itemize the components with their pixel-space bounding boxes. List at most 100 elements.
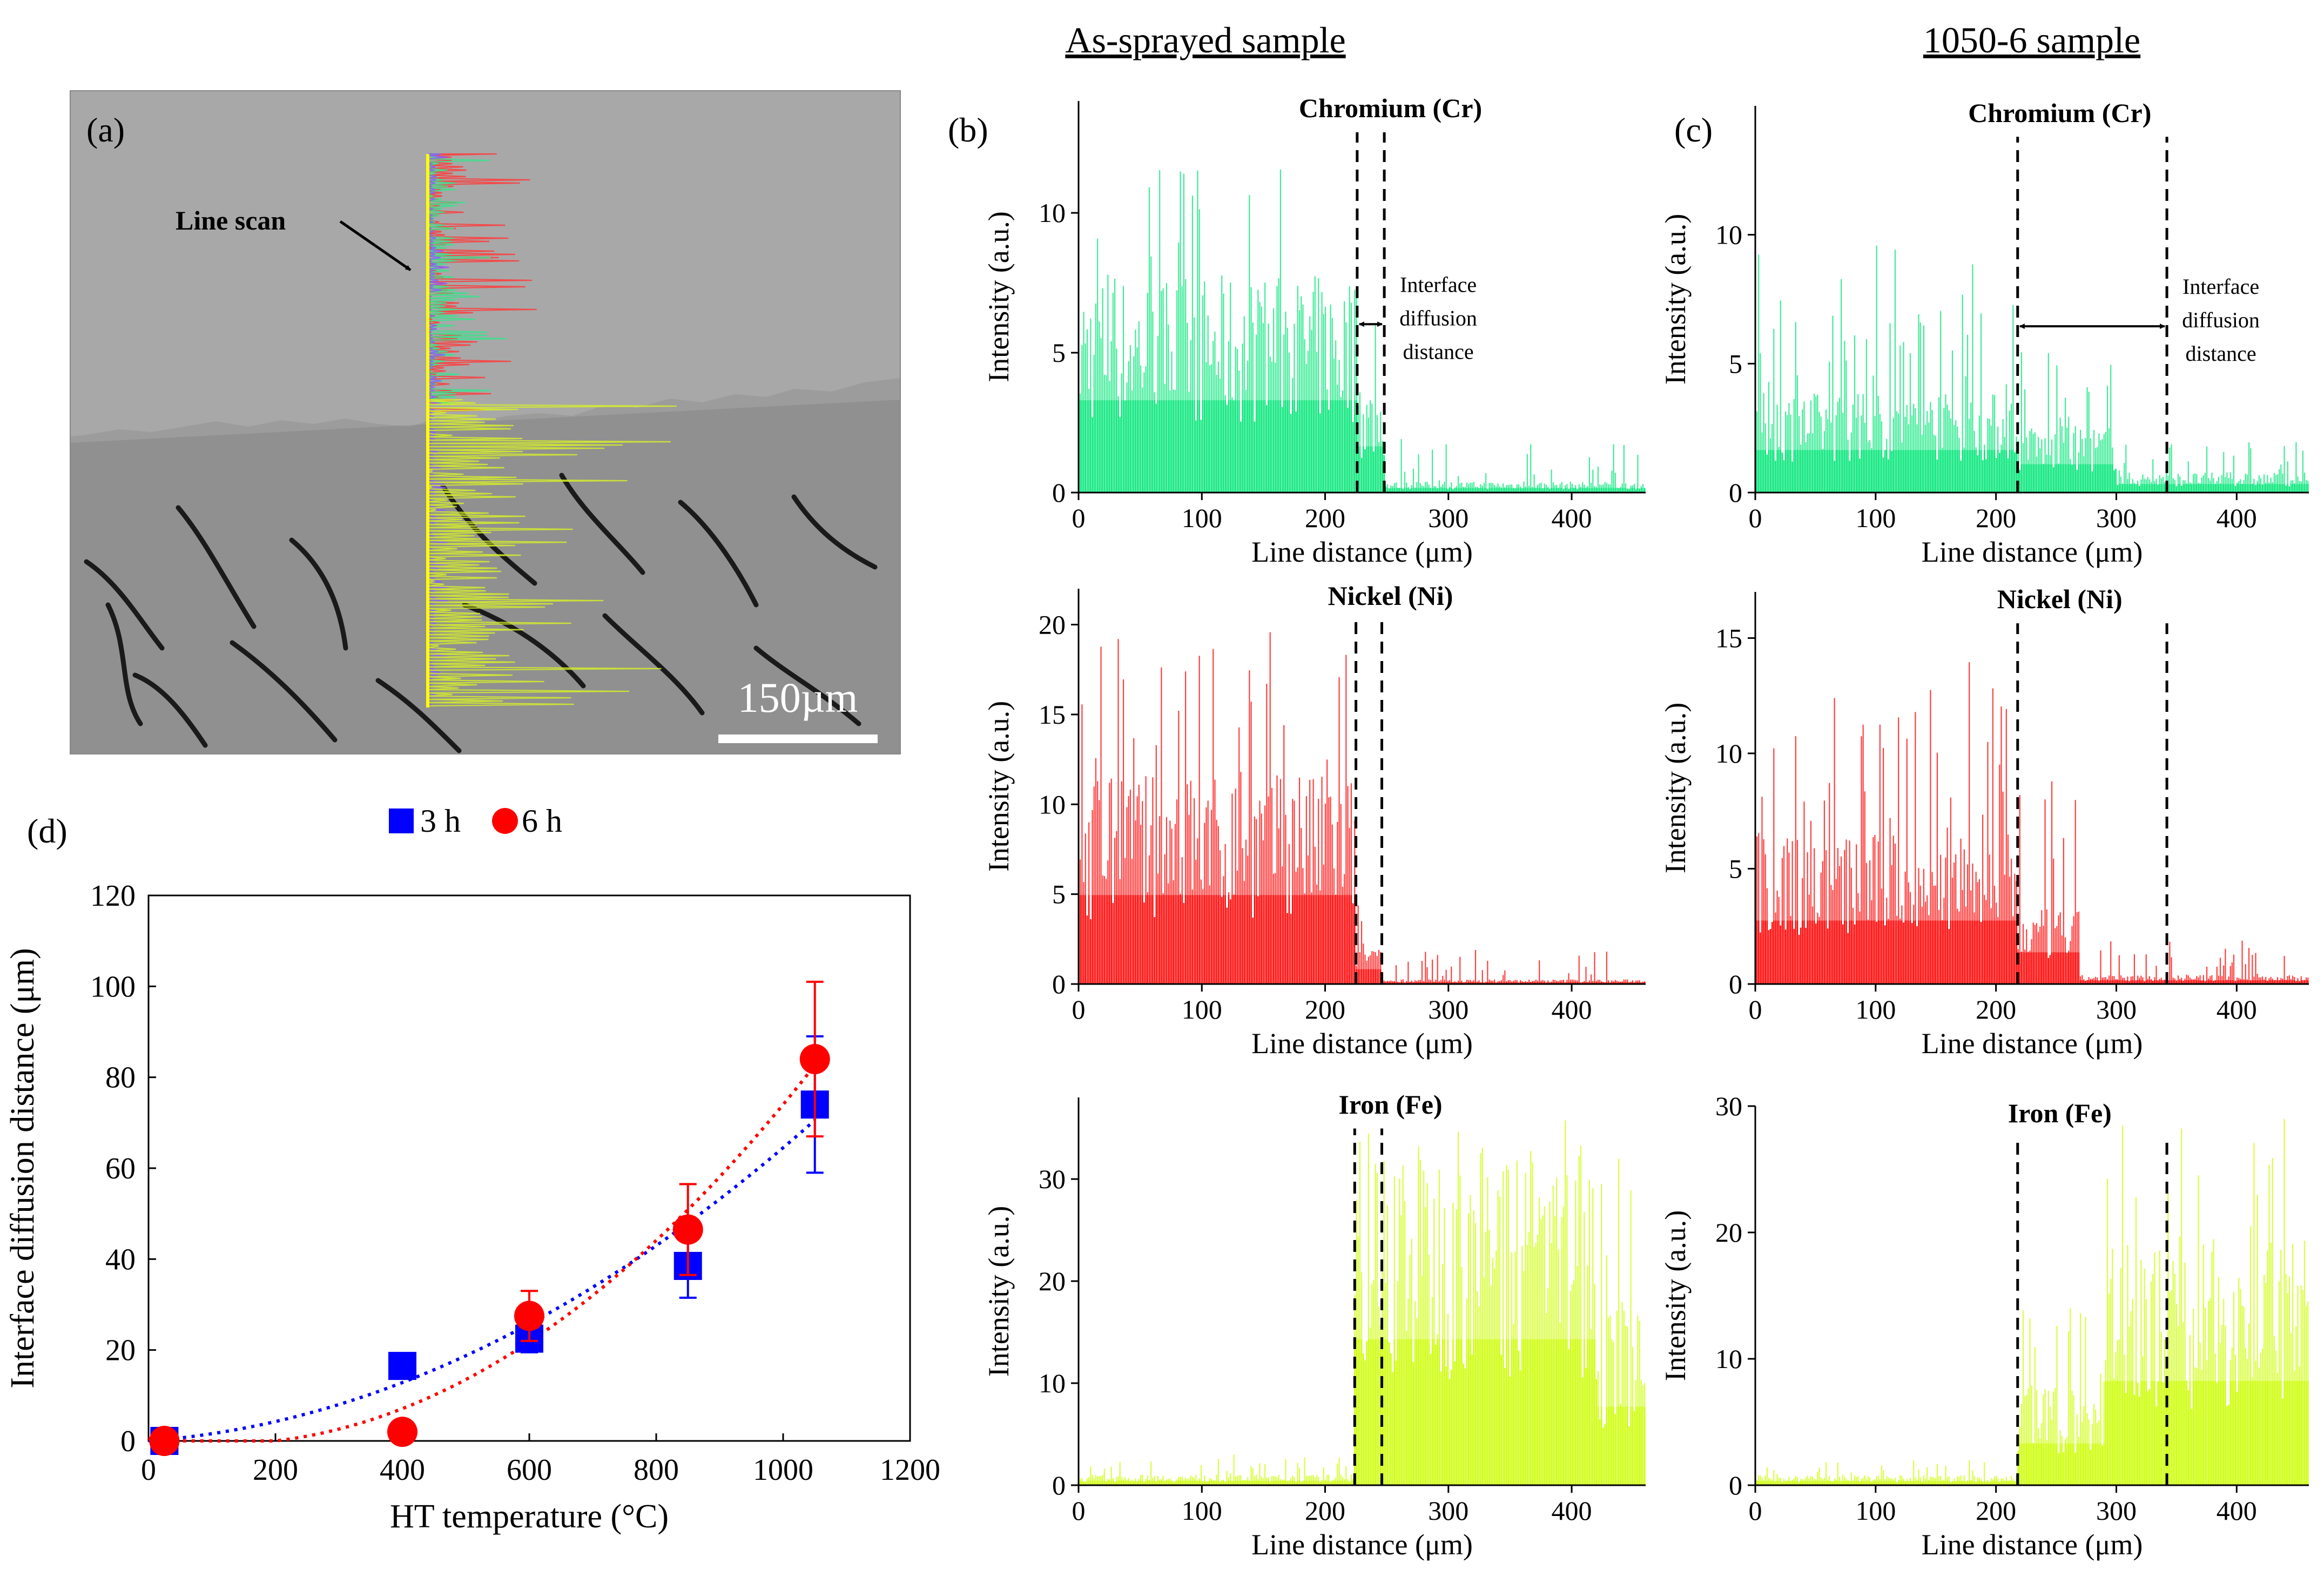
y-axis-label: Intensity (a.u.) <box>1659 1210 1692 1381</box>
x-tick-label: 400 <box>2217 994 2257 1025</box>
y-tick-label: 15 <box>1039 699 1066 730</box>
y-tick-label: 0 <box>1052 1470 1066 1500</box>
y-tick-label: 30 <box>1715 1091 1742 1121</box>
legend: 3 h 6 h <box>389 803 562 839</box>
x-tick-label: 100 <box>1182 1495 1222 1526</box>
intensity-bars <box>1077 1120 1646 1485</box>
x-tick-label: 400 <box>1552 1495 1592 1526</box>
chart-d-diffusion: 0 200 400 600 800 1000 1200 0 20 40 60 80 100 120 HT t… <box>4 803 940 1535</box>
y-axis-label: Intensity (a.u.) <box>1659 703 1692 873</box>
x-tick-label: 300 <box>1428 1495 1469 1526</box>
element-title: Chromium (Cr) <box>1968 98 2151 128</box>
x-tick-label: 0 <box>1749 994 1762 1025</box>
annotation-text: Interface <box>1400 272 1477 297</box>
data-point-6h <box>387 1417 417 1447</box>
y-tick-label: 20 <box>1715 1217 1742 1248</box>
intensity-bars <box>1754 1118 2309 1485</box>
data-point-6h <box>672 1214 703 1245</box>
y-tick-label: 5 <box>1729 348 1742 379</box>
y-tick-label: 80 <box>105 1061 136 1095</box>
y-tick-label: 120 <box>90 879 136 913</box>
x-tick-label: 200 <box>1976 994 2016 1025</box>
x-axis-label: HT temperature (°C) <box>390 1498 669 1535</box>
intensity-bars <box>1077 632 1646 984</box>
y-tick-label: 10 <box>1039 198 1066 228</box>
x-tick-label: 100 <box>1182 994 1222 1025</box>
x-tick-label: 300 <box>1428 994 1469 1025</box>
x-tick-label: 400 <box>1552 994 1592 1025</box>
element-title: Iron (Fe) <box>2008 1098 2112 1128</box>
x-tick-label: 400 <box>2217 503 2257 533</box>
y-axis-label: Intensity (a.u.) <box>982 1206 1015 1377</box>
x-axis-label: Line distance (μm) <box>1922 1027 2143 1060</box>
chart-c-nickel: 0 100 200 300 400 0 5 10 15 Line distance (μm) Int… <box>1659 584 2309 1060</box>
y-axis-label: Intensity (a.u.) <box>982 701 1015 872</box>
annotation-text: distance <box>2186 341 2256 366</box>
coating-layer <box>70 91 900 436</box>
line-scan-label: Line scan <box>176 205 286 235</box>
legend-marker-6h <box>492 808 518 834</box>
x-tick-label: 200 <box>1976 503 2016 533</box>
y-tick-label: 0 <box>1729 1470 1742 1500</box>
y-tick-label: 20 <box>105 1334 136 1367</box>
y-tick-label: 0 <box>1052 477 1066 508</box>
trend-line-3h <box>148 1118 816 1443</box>
x-axis-label: Line distance (μm) <box>1251 1528 1473 1561</box>
panel-label-a: (a) <box>86 111 125 149</box>
element-title: Nickel (Ni) <box>1328 581 1453 611</box>
x-axis-label: Line distance (μm) <box>1251 1027 1473 1060</box>
annotation-text: Interface <box>2182 274 2259 299</box>
x-tick-label: 0 <box>1072 503 1086 533</box>
x-tick-label: 200 <box>253 1453 298 1487</box>
annotation-text: diffusion <box>1399 306 1477 330</box>
x-tick-label: 200 <box>1976 1495 2016 1526</box>
x-tick-label: 300 <box>2096 1495 2137 1526</box>
x-tick-label: 1000 <box>753 1453 813 1487</box>
chart-c-chromium: 0 100 200 300 400 0 5 10 Line distance (μm) Inten… <box>1659 98 2309 568</box>
column-title-as-sprayed: As-sprayed sample <box>1065 19 1345 60</box>
y-tick-label: 5 <box>1052 338 1066 368</box>
x-tick-label: 100 <box>1855 994 1896 1025</box>
x-tick-label: 800 <box>634 1453 679 1487</box>
y-tick-label: 60 <box>105 1152 136 1185</box>
y-axis-label: Interface diffusion distance (μm) <box>4 948 41 1388</box>
x-tick-label: 400 <box>380 1453 425 1487</box>
panel-label-d: (d) <box>27 812 68 850</box>
legend-marker-3h <box>389 808 414 833</box>
x-tick-label: 100 <box>1855 1495 1896 1526</box>
y-tick-label: 10 <box>1715 220 1742 250</box>
data-point-3h <box>388 1352 416 1380</box>
legend-label-3h: 3 h <box>420 803 461 839</box>
scale-bar-label: 150µm <box>738 674 858 721</box>
x-tick-label: 100 <box>1182 503 1222 533</box>
annotation-text: diffusion <box>2182 308 2260 332</box>
y-tick-label: 20 <box>1039 610 1066 640</box>
y-tick-label: 10 <box>1715 738 1742 769</box>
y-axis-label: Intensity (a.u.) <box>982 211 1015 382</box>
x-tick-label: 100 <box>1855 503 1896 533</box>
x-tick-label: 0 <box>141 1453 156 1487</box>
y-tick-label: 0 <box>120 1425 136 1458</box>
x-tick-label: 200 <box>1305 503 1345 533</box>
intensity-bars <box>1077 169 1646 493</box>
data-point-6h <box>149 1426 180 1456</box>
data-point-6h <box>799 1044 830 1074</box>
x-tick-label: 0 <box>1749 1495 1762 1526</box>
x-tick-label: 0 <box>1072 1495 1086 1526</box>
y-axis-label: Intensity (a.u.) <box>1659 214 1692 385</box>
x-tick-label: 1200 <box>880 1453 940 1487</box>
y-tick-label: 40 <box>105 1243 136 1276</box>
panel-label-b: (b) <box>948 111 988 149</box>
element-title: Iron (Fe) <box>1338 1089 1442 1120</box>
x-tick-label: 300 <box>1428 503 1469 533</box>
x-axis-label: Line distance (μm) <box>1922 536 2143 568</box>
x-tick-label: 200 <box>1305 994 1345 1025</box>
y-tick-label: 0 <box>1052 969 1066 999</box>
y-tick-label: 10 <box>1039 1368 1066 1398</box>
x-tick-label: 0 <box>1749 503 1762 533</box>
micrograph-panel <box>70 91 900 754</box>
y-tick-label: 10 <box>1715 1344 1742 1374</box>
x-tick-label: 400 <box>1552 503 1592 533</box>
y-tick-label: 15 <box>1715 623 1742 653</box>
